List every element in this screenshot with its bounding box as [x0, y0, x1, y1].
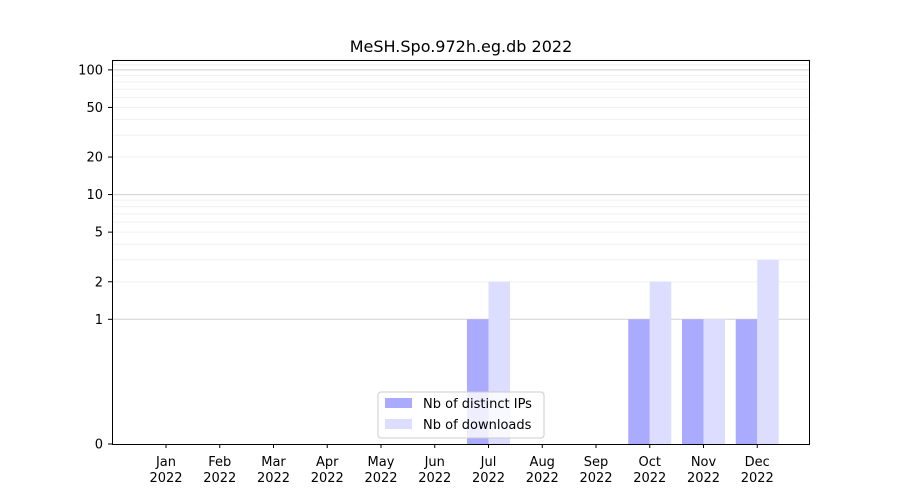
- grid: [112, 59, 809, 320]
- bar: [735, 319, 758, 444]
- x-tick-label: May 2022: [364, 455, 397, 486]
- x-tick-label: Mar 2022: [257, 455, 290, 486]
- legend-box: [377, 391, 545, 439]
- legend-swatch: [385, 398, 412, 408]
- plot-frame: [112, 60, 810, 445]
- legend-label: Nb of distinct IPs: [423, 397, 532, 412]
- x-tick-label: Jul 2022: [472, 455, 505, 486]
- x-tick-label: Feb 2022: [203, 455, 236, 486]
- bar: [703, 319, 725, 444]
- bar: [649, 281, 672, 444]
- x-tick-label: Nov 2022: [687, 455, 720, 486]
- bar: [628, 319, 650, 444]
- legend-swatch: [385, 419, 412, 429]
- x-tick-label: Jun 2022: [418, 455, 451, 486]
- y-tick-label: 10: [86, 188, 103, 203]
- y-tick-label: 100: [78, 63, 103, 78]
- legend-label: Nb of downloads: [423, 418, 532, 433]
- y-tick-label: 5: [95, 226, 103, 241]
- y-tick-label: 20: [86, 151, 103, 166]
- bar: [682, 319, 704, 444]
- bar: [757, 259, 779, 444]
- chart-title: MeSH.Spo.972h.eg.db 2022: [350, 37, 573, 56]
- y-tick-label: 2: [95, 275, 103, 290]
- x-axis: Jan 2022 Feb 2022 Mar 2022 Apr 2022 May 2022 Jun 20…: [149, 444, 774, 486]
- x-tick-label: Oct 2022: [633, 455, 666, 486]
- legend: Nb of distinct IPs Nb of downloads: [377, 391, 545, 439]
- y-tick-label: 0: [95, 438, 103, 453]
- x-tick-label: Aug 2022: [526, 455, 559, 486]
- y-tick-label: 1: [95, 313, 103, 328]
- x-tick-label: Apr 2022: [311, 455, 344, 486]
- y-axis: 0 1 2 5 10 20 50 100: [78, 63, 112, 453]
- y-tick-label: 50: [86, 101, 103, 116]
- x-tick-label: Sep 2022: [579, 455, 612, 486]
- x-tick-label: Dec 2022: [741, 455, 774, 486]
- x-tick-label: Jan 2022: [149, 455, 182, 486]
